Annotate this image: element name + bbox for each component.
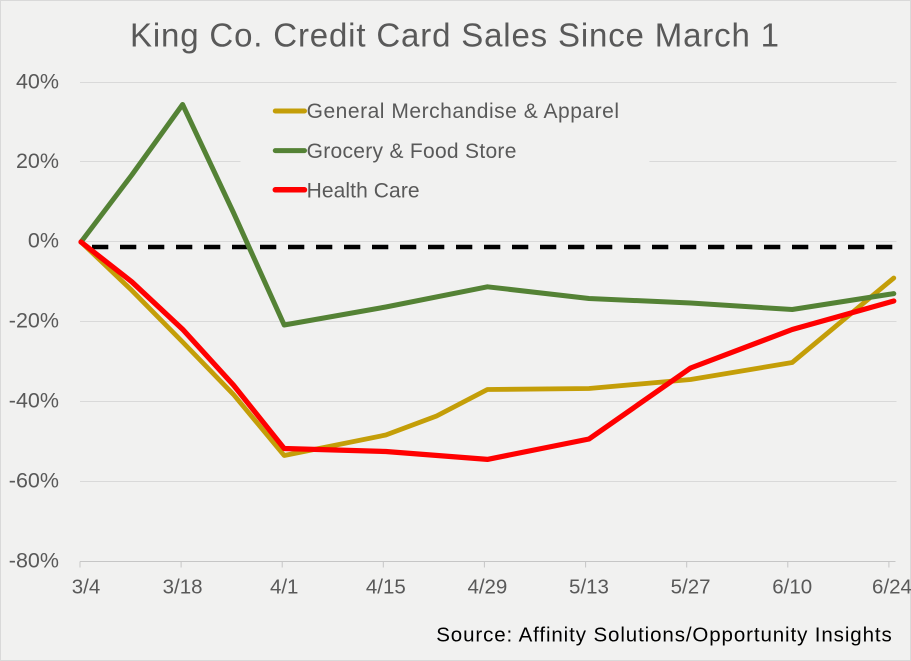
- svg-text:4/15: 4/15: [366, 576, 406, 599]
- svg-text:3/18: 3/18: [163, 576, 203, 599]
- svg-text:-40%: -40%: [9, 389, 59, 413]
- svg-text:General Merchandise & Apparel: General Merchandise & Apparel: [307, 100, 619, 123]
- svg-text:-80%: -80%: [9, 549, 59, 573]
- svg-text:Grocery & Food Store: Grocery & Food Store: [307, 140, 517, 163]
- svg-text:6/24: 6/24: [872, 576, 911, 599]
- svg-text:-60%: -60%: [9, 469, 59, 493]
- svg-text:4/29: 4/29: [467, 576, 507, 599]
- svg-text:0%: 0%: [28, 229, 59, 253]
- svg-text:40%: 40%: [16, 70, 59, 94]
- svg-text:3/4: 3/4: [72, 576, 101, 599]
- svg-text:4/1: 4/1: [270, 576, 299, 599]
- svg-text:6/10: 6/10: [772, 576, 812, 599]
- svg-text:5/13: 5/13: [569, 576, 609, 599]
- svg-text:-20%: -20%: [9, 309, 59, 333]
- svg-text:Source: Affinity Solutions/Opp: Source: Affinity Solutions/Opportunity I…: [436, 624, 892, 647]
- svg-text:Health Care: Health Care: [307, 179, 420, 202]
- svg-text:5/27: 5/27: [671, 576, 711, 599]
- svg-text:King Co. Credit Card Sales Sin: King Co. Credit Card Sales Since March 1: [130, 17, 779, 54]
- svg-text:20%: 20%: [16, 149, 59, 173]
